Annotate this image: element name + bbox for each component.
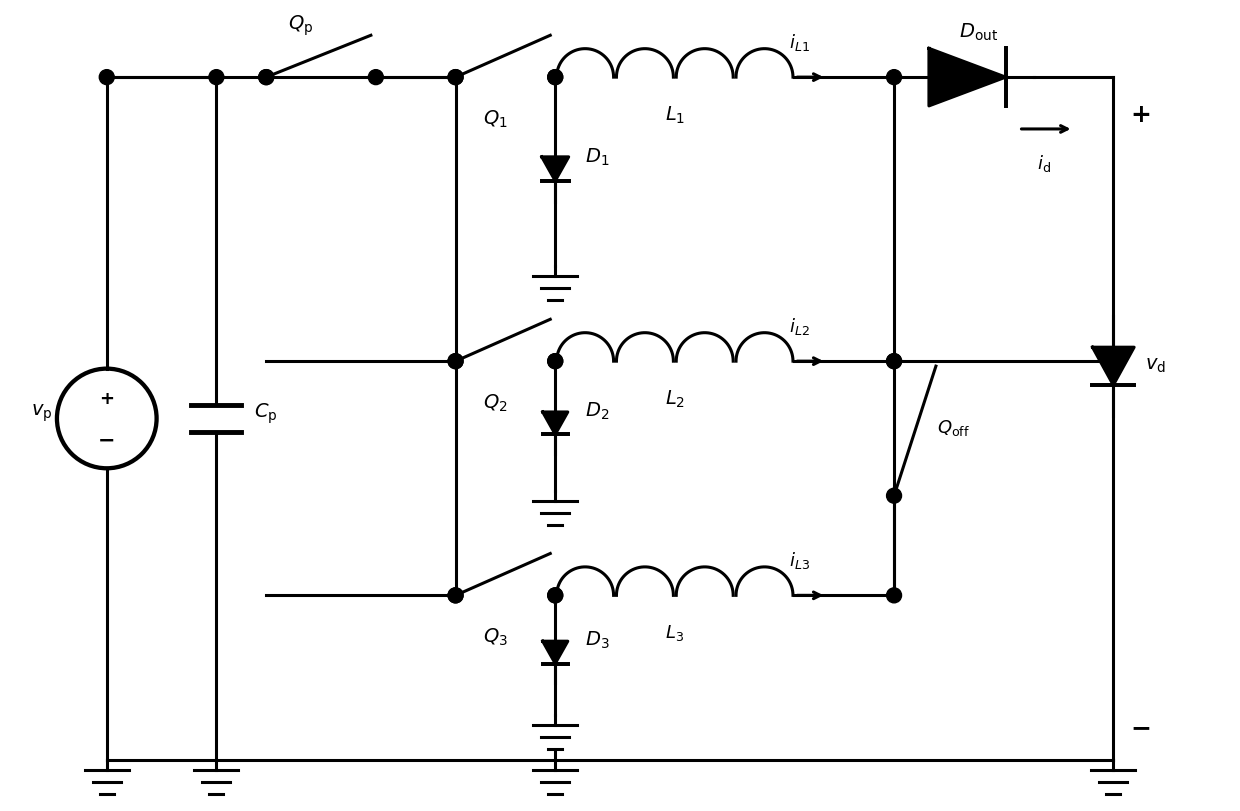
Circle shape [208, 70, 224, 84]
Circle shape [448, 354, 463, 369]
Circle shape [368, 70, 383, 84]
Polygon shape [543, 642, 568, 663]
Text: $Q_1$: $Q_1$ [484, 109, 508, 130]
Text: +: + [99, 389, 114, 407]
Circle shape [448, 70, 463, 84]
Circle shape [887, 588, 901, 603]
Text: $L_2$: $L_2$ [665, 388, 684, 410]
Text: $Q_\mathrm{p}$: $Q_\mathrm{p}$ [289, 13, 314, 37]
Text: $L_1$: $L_1$ [665, 105, 684, 126]
Circle shape [448, 588, 463, 603]
Text: $Q_\mathrm{off}$: $Q_\mathrm{off}$ [937, 418, 971, 439]
Circle shape [887, 354, 901, 369]
Circle shape [259, 70, 274, 84]
Circle shape [548, 588, 563, 603]
Text: $Q_3$: $Q_3$ [484, 627, 508, 648]
Circle shape [548, 70, 563, 84]
Circle shape [448, 354, 463, 369]
Circle shape [99, 70, 114, 84]
Circle shape [259, 70, 274, 84]
Circle shape [448, 70, 463, 84]
Circle shape [548, 70, 563, 84]
Polygon shape [542, 157, 569, 181]
Circle shape [448, 588, 463, 603]
Text: $i_{L3}$: $i_{L3}$ [789, 550, 810, 571]
Circle shape [887, 488, 901, 503]
Text: $D_\mathrm{out}$: $D_\mathrm{out}$ [960, 22, 998, 43]
Text: $v_\mathrm{p}$: $v_\mathrm{p}$ [31, 403, 53, 424]
Text: $i_{L1}$: $i_{L1}$ [789, 32, 810, 53]
Text: $Q_2$: $Q_2$ [484, 393, 507, 414]
Circle shape [548, 354, 563, 369]
Text: −: − [98, 431, 115, 451]
Text: +: + [1131, 103, 1152, 127]
Text: $C_\mathrm{p}$: $C_\mathrm{p}$ [254, 401, 278, 426]
Polygon shape [543, 412, 568, 435]
Text: $L_3$: $L_3$ [666, 623, 684, 643]
Text: $D_3$: $D_3$ [585, 629, 609, 651]
Text: $i_\mathrm{d}$: $i_\mathrm{d}$ [1037, 153, 1050, 174]
Text: $D_2$: $D_2$ [585, 401, 609, 422]
Polygon shape [929, 49, 1006, 106]
Text: $v_\mathrm{d}$: $v_\mathrm{d}$ [1145, 357, 1166, 375]
Text: $D_1$: $D_1$ [585, 146, 609, 168]
Circle shape [548, 588, 563, 603]
Polygon shape [1092, 347, 1135, 385]
Circle shape [887, 70, 901, 84]
Circle shape [548, 354, 563, 369]
Text: $i_{L2}$: $i_{L2}$ [789, 315, 810, 337]
Circle shape [887, 354, 901, 369]
Text: −: − [1131, 716, 1152, 740]
